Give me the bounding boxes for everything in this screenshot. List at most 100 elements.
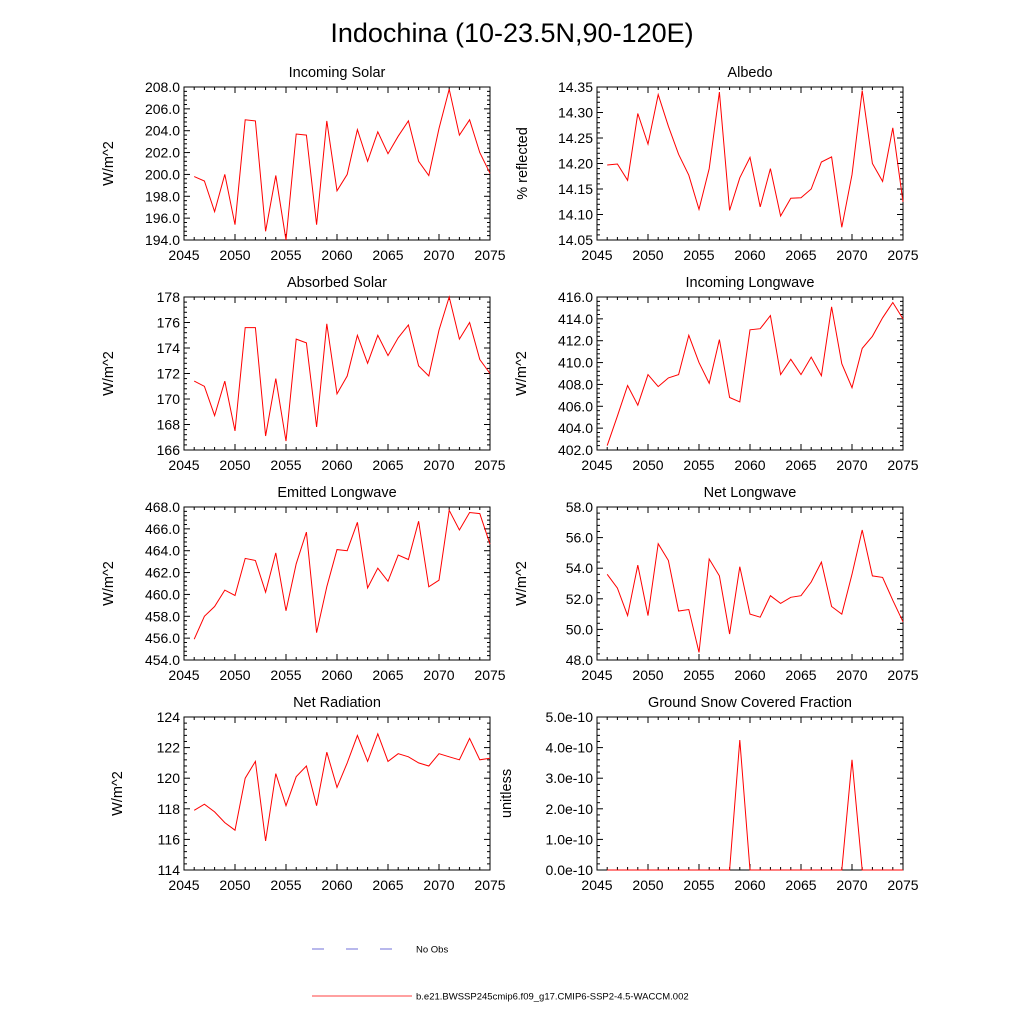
x-tick-label: 2045 xyxy=(168,667,199,683)
x-tick-label: 2075 xyxy=(474,457,505,473)
y-tick-label: 122 xyxy=(157,740,181,756)
y-axis-label: W/m^2 xyxy=(101,141,117,186)
y-tick-label: 14.35 xyxy=(558,79,593,95)
y-tick-label: 176 xyxy=(157,315,181,331)
y-tick-label: 3.0e-10 xyxy=(546,770,594,786)
y-tick-label: 120 xyxy=(157,770,181,786)
chart-panel-2: 2045 2050 2055 2060 2065 2070 2075 14.05 14.10 14… xyxy=(515,65,919,263)
series-line-1 xyxy=(193,732,491,841)
panel-title: Incoming Solar xyxy=(289,65,386,81)
x-tick-label: 2060 xyxy=(321,247,352,263)
x-tick-label: 2070 xyxy=(836,877,867,893)
y-axis-label: W/m^2 xyxy=(514,561,530,606)
x-tick-label: 2075 xyxy=(474,247,505,263)
x-tick-label: 2065 xyxy=(785,877,816,893)
y-tick-label: 14.10 xyxy=(558,207,593,223)
x-tick-label: 2065 xyxy=(372,877,403,893)
y-tick-label: 456.0 xyxy=(145,630,180,646)
x-tick-label: 2060 xyxy=(734,667,765,683)
chart-panel-6: 2045 2050 2055 2060 2065 2070 2075 48.0 50.0 52.0… xyxy=(514,485,919,683)
y-tick-label: 194.0 xyxy=(145,232,180,248)
x-tick-label: 2050 xyxy=(632,247,663,263)
y-tick-label: 114 xyxy=(158,862,181,878)
x-tick-label: 2050 xyxy=(219,667,250,683)
y-tick-label: 454.0 xyxy=(145,652,180,668)
y-tick-label: 56.0 xyxy=(566,530,593,546)
x-tick-label: 2060 xyxy=(734,877,765,893)
x-tick-label: 2055 xyxy=(683,667,714,683)
x-tick-label: 2070 xyxy=(836,667,867,683)
y-tick-label: 5.0e-10 xyxy=(546,709,594,725)
x-tick-label: 2075 xyxy=(887,877,918,893)
y-axis-label: W/m^2 xyxy=(101,351,117,396)
y-tick-label: 464.0 xyxy=(145,543,180,559)
y-tick-label: 52.0 xyxy=(566,591,593,607)
chart-panel-5: 2045 2050 2055 2060 2065 2070 2075 454.0 456.0 45… xyxy=(101,485,506,683)
y-tick-label: 14.30 xyxy=(558,105,593,121)
x-tick-label: 2050 xyxy=(219,877,250,893)
x-tick-label: 2060 xyxy=(321,457,352,473)
x-tick-label: 2060 xyxy=(321,667,352,683)
panel-title: Albedo xyxy=(727,65,772,81)
y-tick-label: 204.0 xyxy=(145,123,180,139)
panel-title: Ground Snow Covered Fraction xyxy=(648,695,852,711)
x-tick-label: 2045 xyxy=(168,877,199,893)
legend: No Obs b.e21.BWSSP245cmip6.f09_g17.CMIP6… xyxy=(312,945,689,1003)
x-tick-label: 2045 xyxy=(581,667,612,683)
y-tick-label: 412.0 xyxy=(558,333,593,349)
chart-panels: 2045 2050 2055 2060 2065 2070 2075 194.0 196.0 19… xyxy=(101,65,919,893)
x-tick-label: 2065 xyxy=(785,667,816,683)
x-tick-label: 2070 xyxy=(423,247,454,263)
x-tick-label: 2060 xyxy=(321,877,352,893)
x-tick-label: 2065 xyxy=(372,457,403,473)
series-line-1 xyxy=(606,529,904,653)
legend-model-label: b.e21.BWSSP245cmip6.f09_g17.CMIP6-SSP2-4… xyxy=(416,992,689,1003)
y-tick-label: 206.0 xyxy=(145,101,180,117)
y-tick-label: 408.0 xyxy=(558,376,593,392)
y-axis-label: unitless xyxy=(499,769,515,818)
x-tick-label: 2070 xyxy=(836,247,867,263)
y-tick-label: 468.0 xyxy=(145,499,180,515)
y-tick-label: 458.0 xyxy=(145,608,180,624)
y-tick-label: 200.0 xyxy=(145,166,180,182)
x-tick-label: 2065 xyxy=(785,457,816,473)
x-tick-label: 2045 xyxy=(581,457,612,473)
x-tick-label: 2070 xyxy=(836,457,867,473)
y-tick-label: 48.0 xyxy=(566,652,593,668)
x-tick-label: 2060 xyxy=(734,457,765,473)
y-axis-label: W/m^2 xyxy=(101,561,117,606)
y-tick-label: 116 xyxy=(158,831,181,847)
y-tick-label: 168 xyxy=(157,417,181,433)
y-tick-label: 166 xyxy=(157,442,181,458)
y-tick-label: 1.0e-10 xyxy=(546,831,594,847)
x-tick-label: 2075 xyxy=(887,247,918,263)
y-tick-label: 172 xyxy=(157,366,181,382)
series-line-1 xyxy=(607,739,903,871)
x-tick-label: 2055 xyxy=(683,877,714,893)
y-tick-label: 58.0 xyxy=(566,499,593,515)
x-tick-label: 2065 xyxy=(785,247,816,263)
y-axis-label: % reflected xyxy=(515,127,531,200)
y-tick-label: 124 xyxy=(157,709,181,725)
x-tick-label: 2055 xyxy=(270,457,301,473)
y-tick-label: 202.0 xyxy=(145,145,180,161)
chart-panel-4: 2045 2050 2055 2060 2065 2070 2075 402.0 404.0 40… xyxy=(514,275,919,473)
y-tick-label: 14.20 xyxy=(558,156,593,172)
y-tick-label: 198.0 xyxy=(145,188,180,204)
y-tick-label: 170 xyxy=(157,391,181,407)
y-tick-label: 460.0 xyxy=(145,586,180,602)
y-tick-label: 466.0 xyxy=(145,521,180,537)
y-tick-label: 14.15 xyxy=(558,181,593,197)
panel-title: Absorbed Solar xyxy=(287,275,387,291)
legend-obs-label: No Obs xyxy=(416,945,448,956)
series-line-1 xyxy=(193,508,491,640)
y-tick-label: 54.0 xyxy=(566,560,593,576)
y-tick-label: 178 xyxy=(157,289,181,305)
series-line-1 xyxy=(607,90,904,228)
y-tick-label: 462.0 xyxy=(145,565,180,581)
y-tick-label: 0.0e-10 xyxy=(546,862,594,878)
y-axis-label: W/m^2 xyxy=(110,771,126,816)
x-tick-label: 2050 xyxy=(632,667,663,683)
